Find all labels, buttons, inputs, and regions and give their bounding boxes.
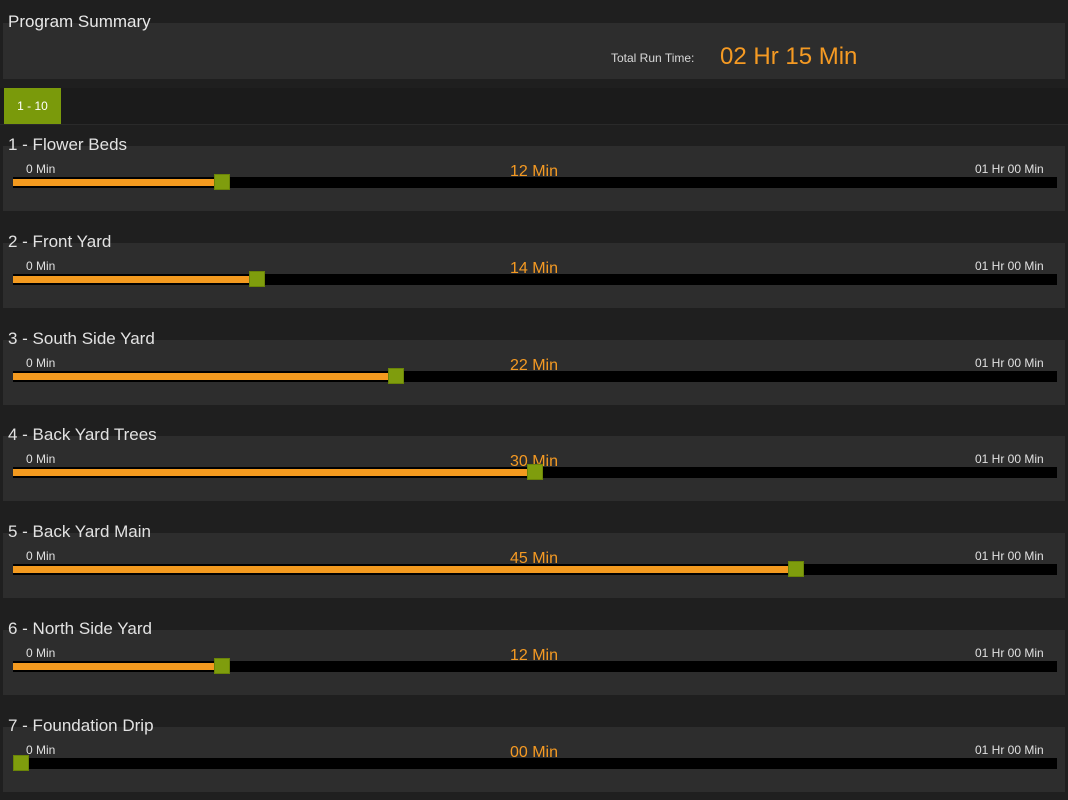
zone-run-time-value: 45 Min	[509, 550, 559, 567]
zone-name: 2 - Front Yard	[8, 232, 112, 251]
run-time-slider-fill	[13, 469, 535, 476]
zone-name: 3 - South Side Yard	[8, 329, 155, 348]
slider-max-label: 01 Hr 00 Min	[975, 549, 1044, 563]
run-time-slider-fill	[13, 663, 222, 670]
run-time-slider-track[interactable]	[13, 368, 1057, 384]
run-time-slider-track[interactable]	[13, 464, 1057, 480]
zone-run-time-value: 12 Min	[509, 163, 559, 180]
run-time-slider-handle[interactable]	[788, 561, 804, 577]
zone-run-time-value: 30 Min	[509, 453, 559, 470]
run-time-slider-handle[interactable]	[527, 464, 543, 480]
run-time-slider-track[interactable]	[13, 755, 1057, 771]
run-time-slider-handle[interactable]	[387, 368, 404, 384]
slider-min-label: 0 Min	[26, 356, 56, 370]
summary-bar	[3, 23, 1065, 79]
run-time-slider-track[interactable]	[13, 658, 1057, 674]
zone-row: 6 - North Side Yard 0 Min 12 Min 01 Hr 00 M…	[0, 619, 1068, 716]
zone-row: 2 - Front Yard 0 Min 14 Min 01 Hr 00 Min	[0, 232, 1068, 329]
zone-run-time-value: 12 Min	[509, 647, 559, 664]
total-run-time-value: 02 Hr 15 Min	[720, 43, 858, 70]
slider-max-label: 01 Hr 00 Min	[975, 259, 1044, 273]
run-time-slider-fill	[13, 566, 796, 573]
zone-name: 4 - Back Yard Trees	[8, 425, 157, 444]
slider-max-label: 01 Hr 00 Min	[975, 162, 1044, 176]
run-time-slider-fill	[13, 276, 257, 283]
zone-row: 4 - Back Yard Trees 0 Min 30 Min 01 Hr 00 M…	[0, 425, 1068, 522]
slider-min-label: 0 Min	[26, 259, 56, 273]
zone-run-time-value: 22 Min	[509, 357, 559, 374]
tab-zones-1-10[interactable]: 1 - 10	[4, 88, 61, 124]
run-time-slider-fill	[13, 179, 222, 186]
total-run-time-label: Total Run Time:	[611, 51, 695, 65]
slider-min-label: 0 Min	[26, 452, 56, 466]
slider-max-label: 01 Hr 00 Min	[975, 743, 1044, 757]
zone-row: 5 - Back Yard Main 0 Min 45 Min 01 Hr 00 Mi…	[0, 522, 1068, 619]
zone-name: 5 - Back Yard Main	[8, 522, 151, 541]
slider-min-label: 0 Min	[26, 743, 56, 757]
zone-name: 6 - North Side Yard	[8, 619, 152, 638]
run-time-slider-track[interactable]	[13, 271, 1057, 287]
zone-run-time-value: 00 Min	[509, 744, 559, 761]
slider-max-label: 01 Hr 00 Min	[975, 356, 1044, 370]
zone-row: 3 - South Side Yard 0 Min 22 Min 01 Hr 00 M…	[0, 329, 1068, 426]
zone-name: 7 - Foundation Drip	[8, 716, 154, 735]
run-time-slider-track[interactable]	[13, 561, 1057, 577]
run-time-slider-fill	[13, 373, 396, 380]
zone-row: 1 - Flower Beds 0 Min 12 Min 01 Hr 00 Min	[0, 135, 1068, 232]
zone-row: 7 - Foundation Drip 0 Min 00 Min 01 Hr 00 M…	[0, 716, 1068, 800]
zone-range-tabs: 1 - 10	[0, 88, 1068, 125]
run-time-slider-track[interactable]	[13, 174, 1057, 190]
run-time-slider-handle[interactable]	[13, 755, 29, 771]
slider-min-label: 0 Min	[26, 646, 56, 660]
page-title: Program Summary	[8, 12, 151, 31]
run-time-slider-handle[interactable]	[213, 658, 230, 674]
slider-max-label: 01 Hr 00 Min	[975, 452, 1044, 466]
slider-min-label: 0 Min	[26, 549, 56, 563]
zone-run-time-value: 14 Min	[509, 260, 559, 277]
slider-min-label: 0 Min	[26, 162, 56, 176]
slider-max-label: 01 Hr 00 Min	[975, 646, 1044, 660]
run-time-slider-handle[interactable]	[213, 174, 230, 190]
zone-name: 1 - Flower Beds	[8, 135, 128, 154]
run-time-slider-handle[interactable]	[248, 271, 265, 287]
